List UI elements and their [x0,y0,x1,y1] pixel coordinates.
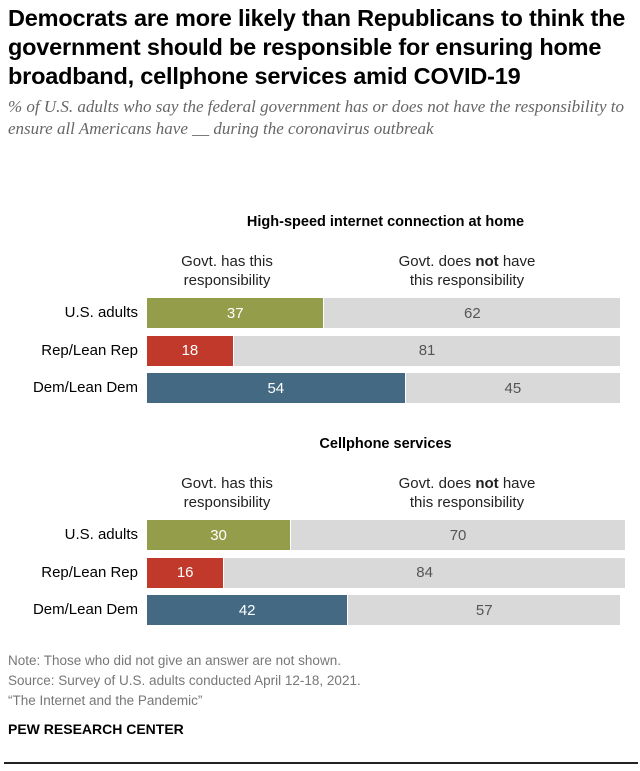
bar-has-responsibility: 54 [147,373,405,403]
chart-title: Democrats are more likely than Republica… [8,5,626,89]
legend-line: Govt. does [398,253,476,270]
legend-line: Govt. does [398,475,476,492]
legend-emphasis: not [475,253,499,270]
bottom-rule [4,762,638,764]
bar-not-responsibility: 81 [233,335,621,366]
bar-not-responsibility: 57 [348,595,621,625]
bar-has-responsibility: 37 [147,298,324,328]
bar-not-responsibility: 70 [291,520,625,550]
legend-emphasis: not [475,475,499,492]
panel-title: High-speed internet connection at home [246,214,525,230]
legend-has-responsibility: Govt. has this responsibility [152,252,302,290]
legend-line: Govt. has this [181,253,273,270]
legend-not-responsibility: Govt. does not have this responsibility [372,474,562,512]
brand-logo: PEW RESEARCH CENTER [8,721,184,737]
legend-line: have [498,253,536,270]
bar-not-responsibility: 62 [324,298,621,328]
legend-has-responsibility: Govt. has this responsibility [152,474,302,512]
bar-not-responsibility: 45 [405,373,621,403]
category-label: Dem/Lean Dem [32,601,138,618]
panel-title: Cellphone services [319,436,452,452]
legend-line: Govt. has this [181,475,273,492]
chart-subtitle: % of U.S. adults who say the federal gov… [8,97,625,138]
bar-not-responsibility: 84 [224,557,625,588]
category-label: Rep/Lean Rep [41,341,138,359]
bar-has-responsibility: 18 [147,335,233,366]
category-label: Rep/Lean Rep [41,563,138,581]
legend-line: this responsibility [409,494,525,511]
note: Note: Those who did not give an answer a… [8,653,341,668]
report-title: “The Internet and the Pandemic” [8,693,203,708]
legend-not-responsibility: Govt. does not have this responsibility [372,252,562,290]
source: Source: Survey of U.S. adults conducted … [8,673,361,688]
category-label: Dem/Lean Dem [32,379,138,396]
category-label: U.S. adults [64,304,138,321]
bar-has-responsibility: 30 [147,520,291,550]
legend-line: responsibility [183,494,271,511]
legend-line: have [498,475,536,492]
bar-has-responsibility: 42 [147,595,348,625]
legend-line: responsibility [183,272,271,289]
category-label: U.S. adults [64,526,138,543]
bar-has-responsibility: 16 [147,557,224,588]
legend-line: this responsibility [409,272,525,289]
